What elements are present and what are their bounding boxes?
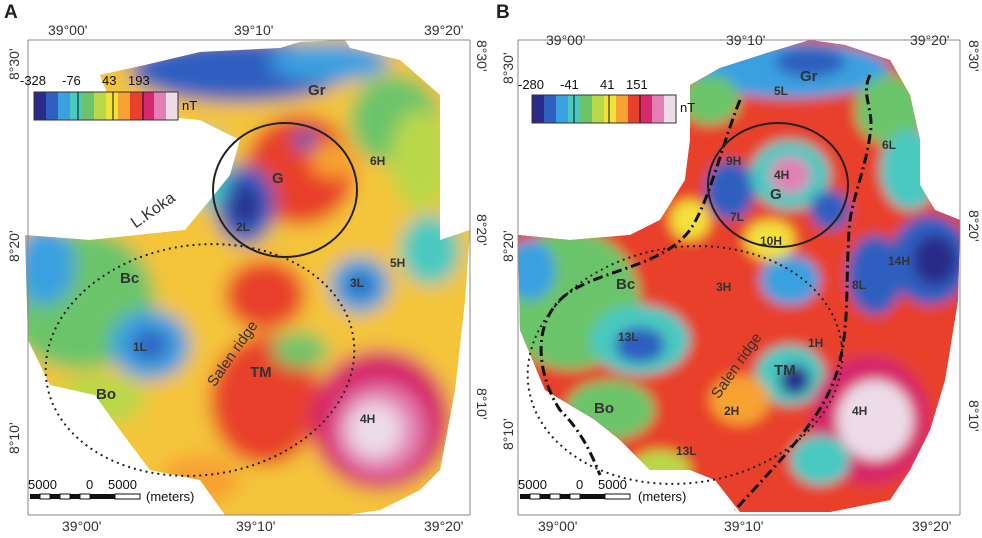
- label-b-4h-top: 4H: [774, 168, 790, 182]
- salen-dotted-ellipse-b: [526, 245, 844, 485]
- label-b-4h: 4H: [852, 404, 868, 418]
- label-b-g: G: [770, 186, 782, 203]
- label-a-5h: 5H: [390, 256, 406, 270]
- scale-b-unit: (meters): [638, 489, 687, 504]
- label-b-7l: 7L: [730, 210, 745, 224]
- top-tick-b-1: 39°10': [726, 32, 766, 48]
- g-circle-b: [707, 122, 849, 248]
- panel-letter-b: B: [496, 2, 510, 23]
- right-tick-a-1: 8°20': [474, 214, 490, 246]
- magnetic-anomaly-map-b: [517, 39, 961, 516]
- right-tick-b-2: 8°10': [966, 400, 982, 432]
- top-tick-a-2: 39°20': [424, 22, 464, 38]
- top-tick-b-0: 39°00': [546, 32, 586, 48]
- colorbar-a-unit: nT: [182, 98, 198, 113]
- label-b-13l-lower: 13L: [676, 444, 697, 458]
- label-b-1h: 1H: [808, 336, 824, 350]
- colorbar-b-value-3: 151: [626, 77, 648, 92]
- label-b-2h: 2H: [724, 404, 740, 418]
- panel-a: A 39°00' 39°10' 39°20' 39°00' 39°10' 39°…: [0, 0, 490, 538]
- bottom-tick-b-0: 39°00': [538, 518, 578, 534]
- bottom-tick-a-1: 39°10': [236, 518, 276, 534]
- right-tick-b-0: 8°30': [966, 40, 982, 72]
- label-a-3l: 3L: [350, 276, 365, 290]
- label-a-1l: 1L: [133, 340, 148, 354]
- scale-b-left: 5000: [518, 477, 547, 492]
- top-tick-a-1: 39°10': [234, 22, 274, 38]
- scale-bar-a: [30, 493, 141, 500]
- left-tick-a-1: 8°20': [6, 230, 22, 262]
- bottom-tick-b-2: 39°20': [912, 518, 952, 534]
- colorbar-a-value-3: 193: [128, 73, 150, 88]
- colorbar-b-unit: nT: [680, 100, 696, 115]
- label-a-bo: Bo: [96, 386, 116, 403]
- top-tick-b-2: 39°20': [910, 32, 950, 48]
- label-b-bc: Bc: [616, 276, 636, 293]
- scale-b-mid: 0: [576, 477, 584, 492]
- top-tick-a-0: 39°00': [48, 22, 88, 38]
- label-b-9h: 9H: [726, 154, 742, 168]
- label-b-8l: 8L: [852, 278, 867, 292]
- g-circle: [212, 122, 358, 258]
- bottom-tick-b-1: 39°10': [724, 518, 764, 534]
- label-a-bc: Bc: [120, 270, 140, 287]
- salen-dotted-ellipse: [44, 243, 356, 477]
- label-a-g: G: [272, 170, 284, 187]
- label-b-tm: TM: [774, 362, 796, 379]
- label-b-5l: 5L: [774, 84, 789, 98]
- colorbar-b-value-0: -280: [518, 77, 545, 92]
- label-a-gr: Gr: [308, 82, 326, 99]
- colorbar-b-value-1: -41: [560, 77, 579, 92]
- colorbar-a-value-1: -76: [62, 73, 81, 88]
- colorbar-a: [33, 91, 179, 121]
- label-b-3h: 3H: [716, 280, 732, 294]
- right-tick-b-1: 8°20': [966, 210, 982, 242]
- scale-a-right: 5000: [108, 477, 137, 492]
- label-b-13l: 13L: [618, 330, 639, 344]
- left-tick-b-0: 8°30': [500, 52, 516, 84]
- label-b-14h: 14H: [888, 254, 911, 268]
- scale-a-left: 5000: [28, 477, 57, 492]
- magnetic-anomaly-map-a: [25, 39, 471, 516]
- colorbar-a-value-0: -328: [20, 73, 47, 88]
- right-tick-a-0: 8°30': [474, 40, 490, 72]
- scale-b-right: 5000: [598, 477, 627, 492]
- label-a-6h: 6H: [370, 154, 386, 168]
- scale-bar-b: [520, 493, 631, 500]
- bottom-tick-a-0: 39°00': [62, 518, 102, 534]
- label-b-bo: Bo: [594, 400, 614, 417]
- colorbar-b: [531, 94, 677, 124]
- left-tick-b-2: 8°10': [500, 418, 516, 450]
- panel-b: B 39°00' 39°10' 39°20' 39°00' 39°10' 39°…: [490, 0, 982, 538]
- panel-letter-a: A: [4, 2, 18, 23]
- colorbar-a-value-2: 43: [102, 73, 117, 88]
- label-b-10h: 10H: [760, 234, 783, 248]
- left-tick-b-1: 8°20': [500, 230, 516, 262]
- label-a-2l: 2L: [236, 220, 251, 234]
- label-a-tm: TM: [250, 364, 272, 381]
- right-tick-a-2: 8°10': [474, 388, 490, 420]
- left-tick-a-2: 8°10': [6, 422, 22, 454]
- scale-a-unit: (meters): [146, 489, 195, 504]
- colorbar-b-value-2: 41: [600, 77, 615, 92]
- label-b-6l: 6L: [882, 138, 897, 152]
- label-b-gr: Gr: [800, 68, 818, 85]
- bottom-tick-a-2: 39°20': [424, 518, 464, 534]
- scale-a-mid: 0: [86, 477, 94, 492]
- label-a-4h: 4H: [360, 412, 376, 426]
